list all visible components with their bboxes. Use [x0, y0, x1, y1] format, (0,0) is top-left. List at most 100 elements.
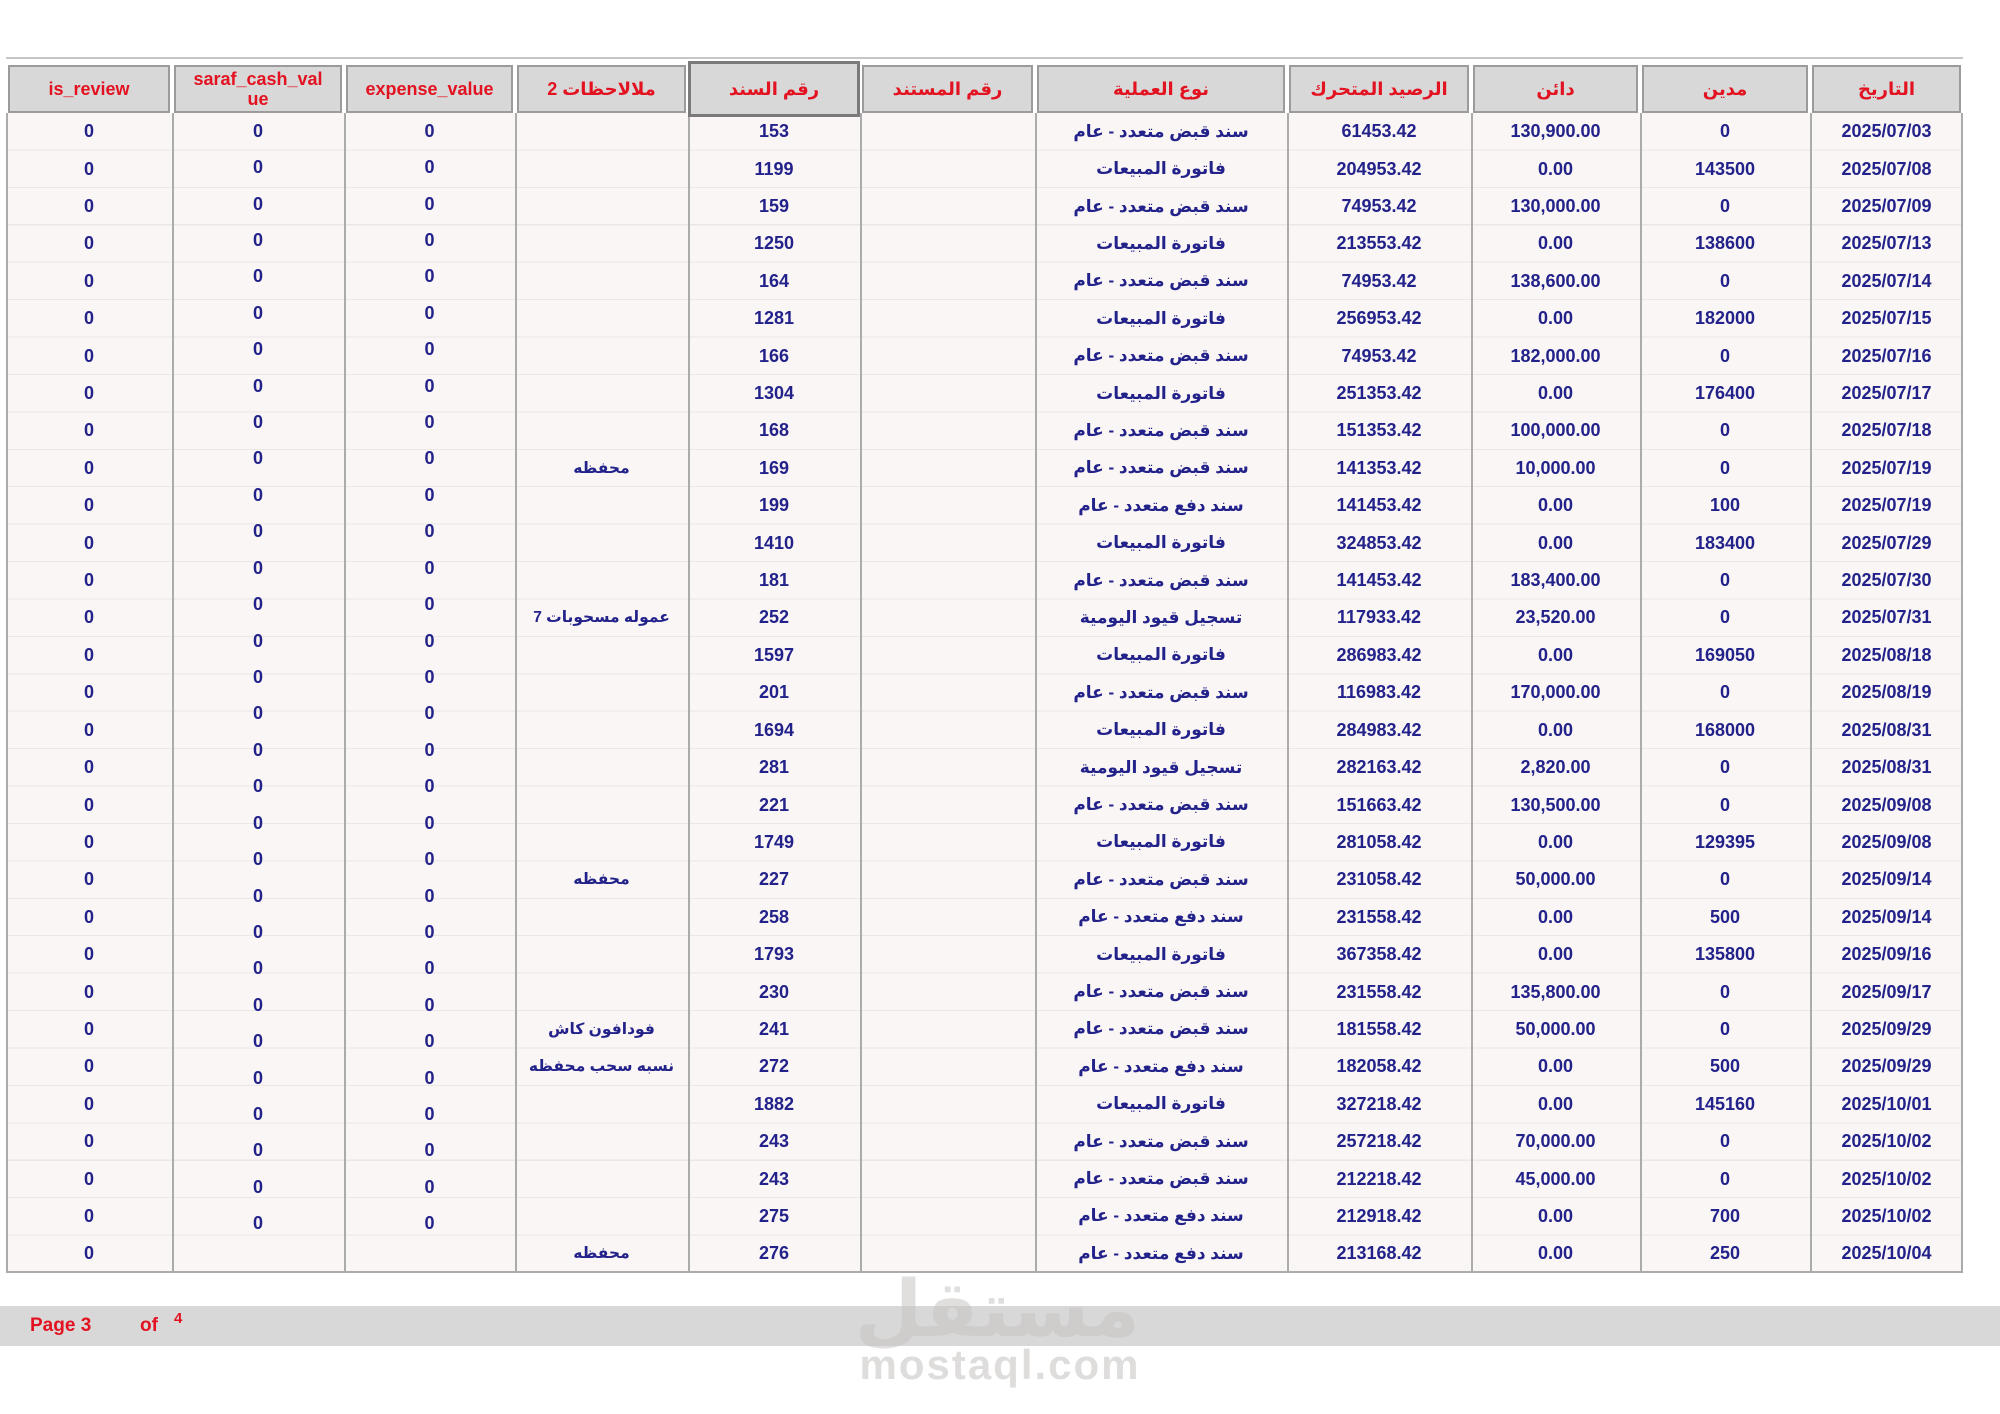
debit-cell: 143500 — [1694, 158, 1756, 179]
doc_no-cell — [860, 674, 1035, 711]
notes-cell — [515, 150, 688, 187]
column-notes: محفظه عموله مسحوبات 7 محفظه فودافون كاش نسبه… — [515, 113, 688, 1273]
expense_value-value: 0 — [424, 594, 435, 615]
column-header-saraf_cash_value[interactable]: saraf_cash_value — [174, 65, 342, 113]
saraf_cash_value-value: 0 — [252, 958, 263, 979]
debit-cell: 0 — [1719, 1018, 1730, 1039]
saraf_cash_value-value: 0 — [252, 229, 263, 250]
op_type-cell: فاتورة المبيعات — [1096, 308, 1226, 328]
column-op_type: سند قبض متعدد - عام فاتورة المبيعات سند قب… — [1035, 113, 1287, 1273]
debit-cell: 100 — [1709, 495, 1741, 516]
column-header-op_type[interactable]: نوع العملية — [1037, 65, 1285, 113]
credit-cell: 0.00 — [1537, 906, 1574, 927]
doc_no-cell — [860, 375, 1035, 412]
op_type-cell: تسجيل قيود اليومية — [1079, 607, 1243, 627]
op_type-cell: فاتورة المبيعات — [1096, 944, 1226, 964]
column-header-debit[interactable]: مدين — [1642, 65, 1808, 113]
column-header-balance[interactable]: الرصيد المتحرك — [1289, 65, 1469, 113]
voucher_no-cell: 252 — [758, 607, 790, 628]
is_review-cell: 0 — [83, 420, 94, 441]
op_type-cell: تسجيل قيود اليومية — [1079, 757, 1243, 777]
column-header-notes[interactable]: ملالاحظات 2 — [517, 65, 686, 113]
column-header-voucher_no[interactable]: رقم السند — [688, 61, 860, 117]
op_type-cell: سند قبض متعدد - عام — [1073, 420, 1249, 440]
expense_value-value: 0 — [424, 921, 435, 942]
is_review-cell: 0 — [83, 158, 94, 179]
is_review-cell: 0 — [83, 1018, 94, 1039]
is_review-cell: 0 — [83, 944, 94, 965]
expense_value-value: 0 — [424, 484, 435, 505]
expense_value-value: 0 — [424, 885, 435, 906]
date-cell: 2025/07/16 — [1841, 345, 1932, 366]
notes-cell — [515, 524, 688, 561]
doc_no-cell — [860, 113, 1035, 150]
voucher_no-cell: 153 — [758, 121, 790, 142]
balance-cell: 251353.42 — [1336, 383, 1422, 404]
voucher_no-cell: 276 — [758, 1243, 790, 1264]
saraf_cash_value-value: 0 — [252, 921, 263, 942]
voucher_no-cell: 227 — [758, 869, 790, 890]
notes-cell — [515, 674, 688, 711]
balance-cell: 212218.42 — [1336, 1168, 1422, 1189]
date-cell: 2025/07/31 — [1841, 607, 1932, 628]
expense_value-value: 0 — [424, 521, 435, 542]
is_review-cell: 0 — [83, 270, 94, 291]
doc_no-cell — [860, 1123, 1035, 1160]
balance-cell: 117933.42 — [1336, 607, 1422, 628]
is_review-cell: 0 — [83, 233, 94, 254]
voucher_no-cell: 275 — [758, 1205, 790, 1226]
credit-cell: 135,800.00 — [1510, 981, 1601, 1002]
column-header-expense_value[interactable]: expense_value — [346, 65, 513, 113]
column-saraf_cash_value: 0 0 0 0 0 0 0 0 0 0 0 0 0 0 0 0 0 0 0 0 0 0 0 0 0 0 0 0 0 0 0 — [172, 113, 344, 1273]
balance-cell: 284983.42 — [1336, 719, 1422, 740]
column-doc_no — [860, 113, 1035, 1273]
credit-cell: 0.00 — [1537, 383, 1574, 404]
voucher_no-cell: 159 — [758, 196, 790, 217]
op_type-cell: سند قبض متعدد - عام — [1073, 196, 1249, 216]
credit-cell: 0.00 — [1537, 158, 1574, 179]
credit-cell: 2,820.00 — [1520, 757, 1591, 778]
doc_no-cell — [860, 263, 1035, 300]
expense_value-value: 0 — [424, 776, 435, 797]
column-expense_value: 0 0 0 0 0 0 0 0 0 0 0 0 0 0 0 0 0 0 0 0 0 0 0 0 0 0 0 0 0 0 0 — [344, 113, 515, 1273]
balance-cell: 213553.42 — [1336, 233, 1422, 254]
op_type-cell: سند دفع متعدد - عام — [1078, 1056, 1244, 1076]
column-voucher_no: 153 1199 159 1250 164 1281 166 1304 168 169 199 141… — [688, 113, 860, 1273]
is_review-cell: 0 — [83, 495, 94, 516]
expense_value-value: 0 — [424, 1176, 435, 1197]
saraf_cash_value-value: 0 — [252, 448, 263, 469]
op_type-cell: سند دفع متعدد - عام — [1078, 1243, 1244, 1263]
is_review-cell: 0 — [83, 607, 94, 628]
doc_no-cell — [860, 599, 1035, 636]
column-header-date[interactable]: التاريخ — [1812, 65, 1961, 113]
is_review-cell: 0 — [83, 196, 94, 217]
voucher_no-cell: 243 — [758, 1168, 790, 1189]
saraf_cash_value-value: 0 — [252, 120, 263, 141]
credit-cell: 182,000.00 — [1510, 345, 1601, 366]
debit-cell: 0 — [1719, 1168, 1730, 1189]
notes-cell — [515, 263, 688, 300]
expense_value-value: 0 — [424, 849, 435, 870]
column-header-doc_no[interactable]: رقم المستند — [862, 65, 1033, 113]
saraf_cash_value-value: 0 — [252, 667, 263, 687]
saraf_cash_value-value: 0 — [252, 302, 263, 323]
doc_no-cell — [860, 487, 1035, 524]
column-header-is_review[interactable]: is_review — [8, 65, 170, 113]
op_type-cell: سند قبض متعدد - عام — [1073, 1131, 1249, 1151]
voucher_no-cell: 1304 — [753, 383, 795, 404]
date-cell: 2025/10/02 — [1841, 1205, 1932, 1226]
is_review-cell: 0 — [83, 457, 94, 478]
op_type-cell: سند دفع متعدد - عام — [1078, 1206, 1244, 1226]
balance-cell: 74953.42 — [1341, 270, 1417, 291]
saraf_cash_value-value: 0 — [252, 484, 263, 505]
notes-cell — [515, 1086, 688, 1123]
voucher_no-cell: 1793 — [753, 944, 795, 965]
doc_no-cell — [860, 749, 1035, 786]
expense_value-value: 0 — [424, 667, 435, 687]
balance-cell: 182058.42 — [1336, 1056, 1422, 1077]
saraf_cash_value-value: 0 — [252, 849, 263, 870]
expense_value-value: 0 — [424, 994, 435, 1015]
voucher_no-cell: 181 — [758, 570, 790, 591]
balance-cell: 212918.42 — [1336, 1205, 1422, 1226]
column-header-credit[interactable]: دائن — [1473, 65, 1638, 113]
